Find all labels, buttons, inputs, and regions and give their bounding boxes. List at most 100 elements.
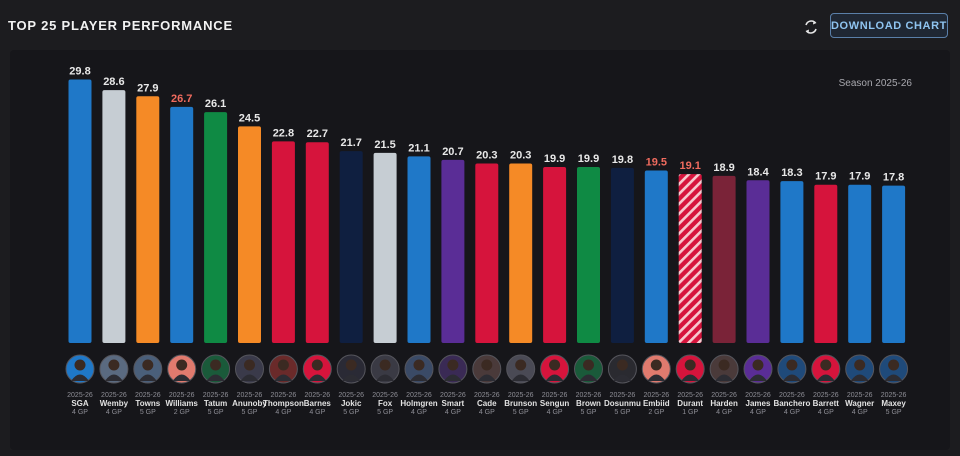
- value-label: 20.7: [442, 146, 463, 158]
- bar: [678, 174, 702, 343]
- download-chart-button[interactable]: DOWNLOAD CHART: [830, 13, 948, 38]
- avatar-body: [138, 374, 157, 381]
- season-tick: 2025-26: [237, 392, 263, 399]
- games-played-label: 4 GP: [445, 409, 461, 416]
- avatar-head: [244, 359, 255, 371]
- avatar-head: [752, 359, 764, 371]
- avatar-head: [583, 359, 594, 371]
- player-name-label: Williams: [166, 399, 199, 408]
- games-played-label: 4 GP: [852, 409, 868, 416]
- bar: [848, 184, 872, 343]
- value-label: 28.6: [103, 76, 124, 88]
- avatar-head: [210, 359, 222, 371]
- season-label: Season 2025-26: [838, 78, 912, 89]
- value-label: 17.9: [849, 171, 870, 183]
- avatar-body: [613, 374, 632, 381]
- games-played-label: 4 GP: [106, 409, 122, 416]
- value-label: 22.8: [273, 127, 294, 139]
- avatar-head: [277, 359, 289, 371]
- value-label: 19.5: [646, 157, 667, 169]
- bar: [746, 180, 770, 343]
- value-label: 18.4: [747, 166, 769, 178]
- games-played-label: 4 GP: [818, 409, 834, 416]
- value-label: 22.7: [307, 128, 328, 140]
- player-name-label: Towns: [135, 399, 160, 408]
- season-tick: 2025-26: [779, 392, 805, 399]
- avatar-head: [549, 359, 561, 371]
- avatar-body: [545, 374, 564, 381]
- avatar-head: [311, 359, 323, 371]
- player-name-label: James: [746, 399, 771, 408]
- avatar-head: [481, 359, 493, 371]
- avatar-head: [718, 359, 730, 371]
- value-label: 17.8: [883, 172, 904, 184]
- bar: [814, 184, 838, 343]
- season-tick: 2025-26: [576, 392, 602, 399]
- bar: [644, 170, 668, 343]
- avatar-head: [413, 359, 425, 371]
- player-name-label: Dosunmu: [604, 399, 641, 408]
- value-label: 21.1: [408, 142, 429, 154]
- avatar-body: [749, 374, 767, 381]
- games-played-label: 2 GP: [174, 409, 190, 416]
- games-played-label: 5 GP: [581, 409, 597, 416]
- bar: [780, 181, 804, 343]
- value-label: 19.9: [544, 153, 565, 165]
- games-played-label: 5 GP: [242, 409, 258, 416]
- player-name-label: Harden: [710, 399, 738, 408]
- value-label: 18.9: [713, 162, 734, 174]
- bar: [68, 79, 92, 344]
- player-name-label: Barnes: [304, 399, 332, 408]
- player-name-label: Durant: [677, 399, 703, 408]
- season-tick: 2025-26: [542, 392, 568, 399]
- value-label: 27.9: [137, 82, 158, 94]
- avatar-body: [715, 374, 734, 381]
- season-tick: 2025-26: [101, 392, 127, 399]
- player-name-label: Barrett: [813, 399, 840, 408]
- value-label: 21.5: [374, 139, 395, 151]
- bar: [577, 167, 600, 343]
- value-label: 17.9: [815, 171, 836, 183]
- refresh-icon[interactable]: [800, 16, 822, 38]
- games-played-label: 2 GP: [648, 409, 664, 416]
- avatar-head: [786, 359, 798, 371]
- avatar-head: [345, 359, 357, 371]
- season-tick: 2025-26: [508, 392, 534, 399]
- value-label: 20.3: [510, 149, 531, 161]
- bar: [441, 159, 465, 343]
- season-tick: 2025-26: [372, 392, 398, 399]
- bar: [339, 151, 363, 343]
- player-name-label: Brunson: [504, 399, 537, 408]
- avatar-head: [447, 359, 459, 371]
- bar: [475, 163, 499, 343]
- bar: [136, 96, 160, 344]
- games-played-label: 4 GP: [716, 409, 732, 416]
- season-tick: 2025-26: [711, 392, 737, 399]
- season-tick: 2025-26: [474, 392, 500, 399]
- player-name-label: Banchero: [773, 399, 810, 408]
- avatar-head: [650, 359, 662, 371]
- avatar-body: [206, 374, 225, 381]
- season-tick: 2025-26: [440, 392, 466, 399]
- season-tick: 2025-26: [610, 392, 636, 399]
- avatar-body: [71, 374, 89, 381]
- avatar-body: [816, 374, 835, 381]
- bar: [271, 141, 295, 343]
- season-tick: 2025-26: [677, 392, 703, 399]
- avatar-body: [104, 374, 123, 381]
- avatar-head: [379, 359, 391, 371]
- games-played-label: 5 GP: [886, 409, 902, 416]
- avatar-body: [342, 374, 361, 381]
- bar: [170, 106, 194, 343]
- season-tick: 2025-26: [169, 392, 195, 399]
- avatar-head: [820, 359, 832, 371]
- player-name-label: Maxey: [881, 399, 906, 408]
- games-played-label: 4 GP: [479, 409, 495, 416]
- player-name-label: Holmgren: [400, 399, 437, 408]
- games-played-label: 4 GP: [309, 409, 325, 416]
- season-tick: 2025-26: [135, 392, 161, 399]
- season-tick: 2025-26: [203, 392, 229, 399]
- avatar-body: [443, 374, 462, 381]
- bar: [712, 175, 736, 343]
- value-label: 29.8: [69, 65, 90, 77]
